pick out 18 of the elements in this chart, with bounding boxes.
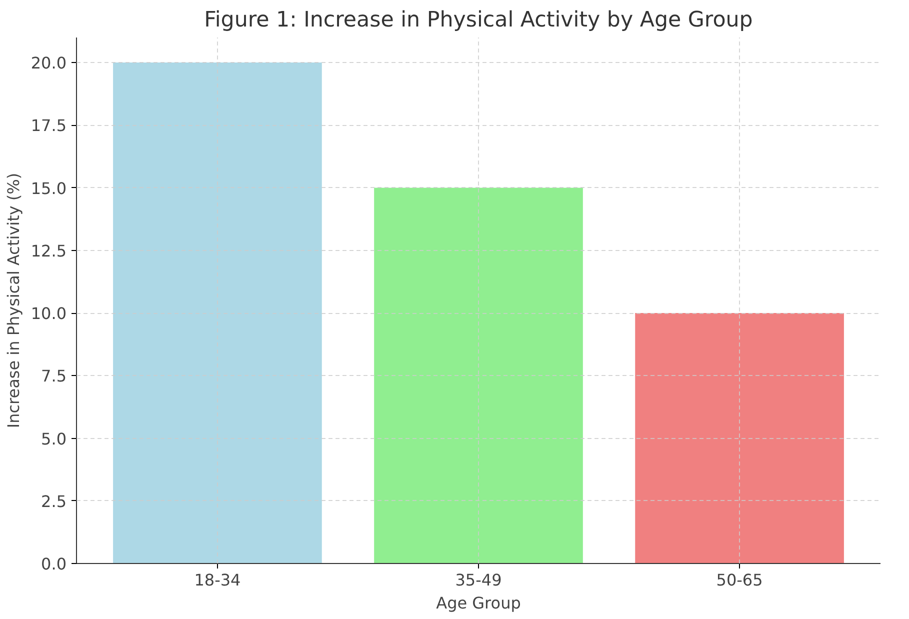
x-axis-title: Age Group bbox=[436, 594, 521, 612]
y-tick-label: 12.5 bbox=[30, 241, 66, 260]
y-tick-label: 0.0 bbox=[41, 554, 67, 574]
y-tick-label: 17.5 bbox=[30, 116, 66, 136]
y-tick-label: 20.0 bbox=[30, 54, 66, 73]
y-axis-title: Increase in Physical Activity (%) bbox=[4, 172, 23, 428]
x-tick-label: 50-65 bbox=[716, 570, 763, 590]
chart-title: Figure 1: Increase in Physical Activity by Age Group bbox=[204, 8, 753, 32]
y-tick-label: 2.5 bbox=[41, 492, 67, 511]
x-tick-label: 35-49 bbox=[455, 570, 502, 590]
y-tick-label: 10.0 bbox=[30, 304, 66, 324]
y-tick-label: 5.0 bbox=[41, 429, 67, 448]
bar bbox=[374, 188, 583, 564]
y-tick-label: 15.0 bbox=[30, 178, 66, 198]
bar bbox=[113, 62, 322, 564]
bar bbox=[635, 313, 844, 564]
x-tick-label: 18-34 bbox=[194, 570, 241, 590]
y-tick-label: 7.5 bbox=[41, 366, 67, 386]
